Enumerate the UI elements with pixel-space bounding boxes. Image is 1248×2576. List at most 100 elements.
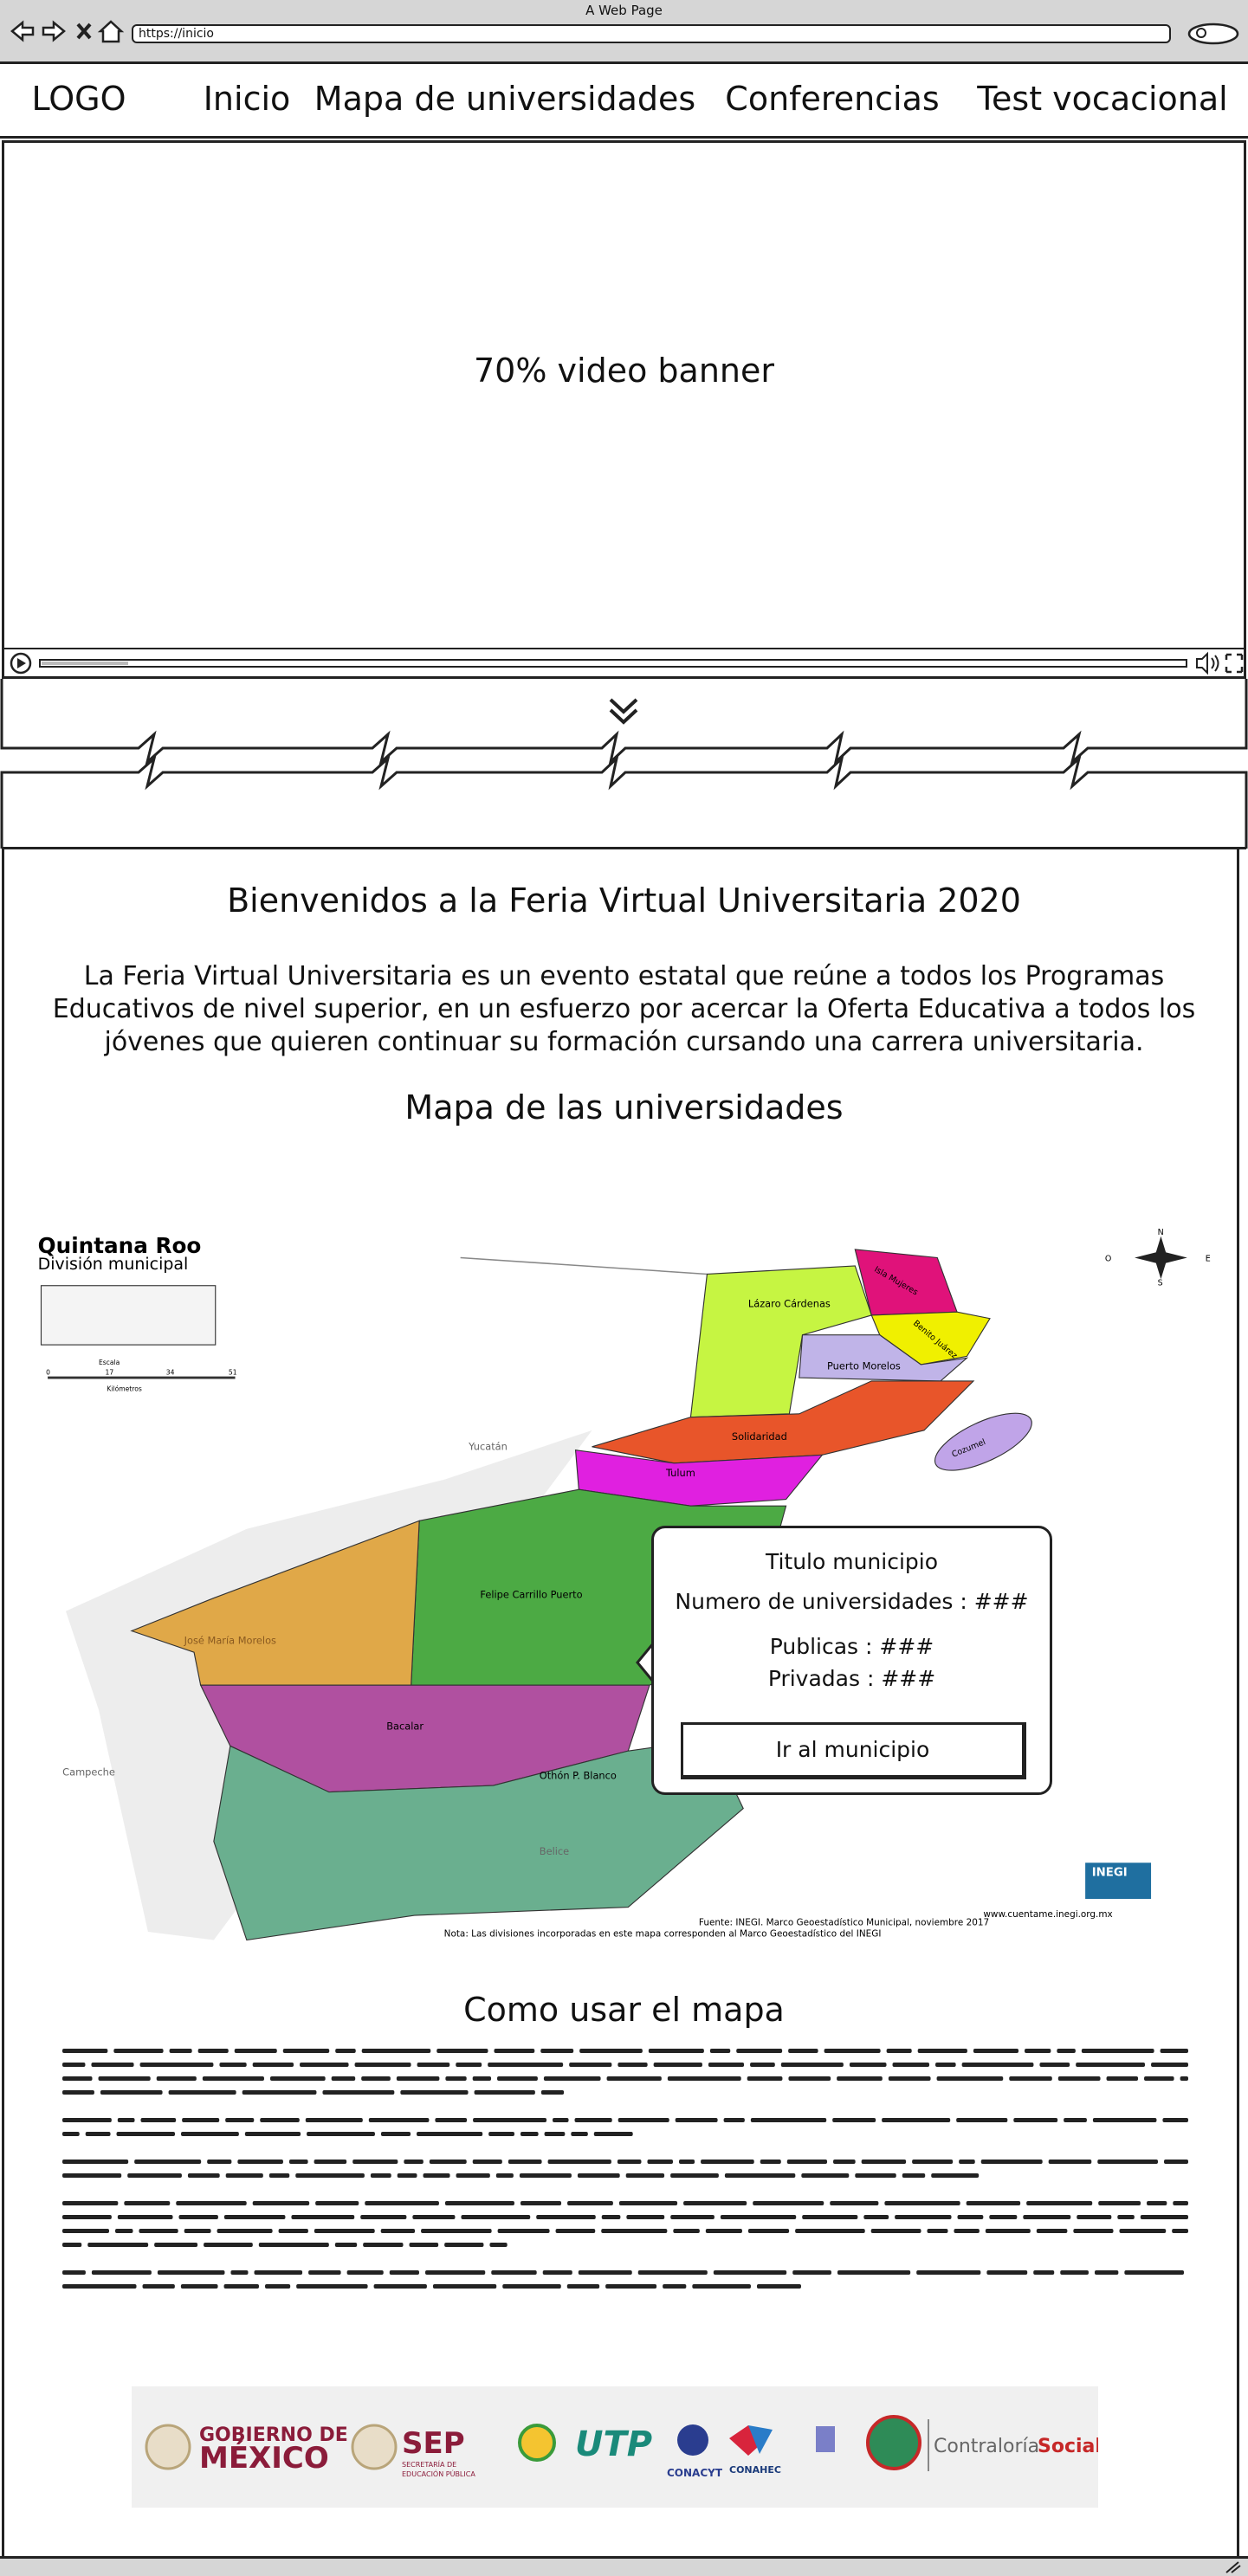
welcome-title: Bienvenidos a la Feria Virtual Universit…	[227, 881, 1021, 920]
scribble-word	[837, 2270, 911, 2275]
scale-unit: Kilómetros	[107, 1385, 141, 1392]
scribble-word	[1160, 2049, 1188, 2053]
scribble-word	[578, 2270, 632, 2275]
scribble-word	[760, 2160, 781, 2164]
scribble-word	[1023, 2215, 1071, 2219]
scribble-word	[380, 2132, 411, 2136]
scribble-word	[291, 2215, 355, 2219]
logo-text: CONAHEC	[729, 2464, 781, 2476]
logo-text: CONACYT	[667, 2467, 723, 2479]
progress-track[interactable]	[39, 659, 1187, 668]
scribble-word	[444, 2201, 514, 2205]
scribble-word	[1025, 2049, 1051, 2053]
scribble-word	[618, 2063, 648, 2067]
scribble-word	[436, 2049, 488, 2053]
stop-button[interactable]	[76, 23, 92, 40]
scribble-word	[322, 2090, 395, 2095]
scribble-word	[670, 2215, 715, 2219]
municipality[interactable]	[213, 1739, 744, 1941]
scribble-word	[788, 2076, 831, 2081]
forward-button[interactable]	[42, 20, 66, 42]
nav-link[interactable]: Inicio	[203, 80, 291, 118]
scribble-word	[157, 2270, 225, 2275]
scribble-word	[705, 2229, 742, 2233]
scribble-word	[966, 2201, 1021, 2205]
volume-button[interactable]	[1196, 651, 1208, 675]
scribble-word	[801, 2173, 850, 2178]
scribble-word	[786, 2160, 828, 2164]
scribble-word	[1172, 2229, 1188, 2233]
scribble-word	[1057, 2049, 1076, 2053]
scribble-word	[601, 2229, 668, 2233]
scribble-word	[617, 2160, 642, 2164]
url-field[interactable]: https://inicio	[132, 24, 1171, 43]
logo-text: UTP	[575, 2424, 652, 2464]
scribble-word	[720, 2215, 797, 2219]
scribble-word	[747, 2076, 783, 2081]
nav-link[interactable]: Mapa de universidades	[314, 80, 696, 118]
home-button[interactable]	[97, 20, 125, 43]
logo[interactable]: LOGO	[31, 80, 126, 118]
scribble-word	[62, 2076, 93, 2081]
scale-tick-label: 17	[106, 1368, 114, 1376]
municipality[interactable]	[928, 1402, 1039, 1482]
municipality[interactable]	[799, 1334, 969, 1382]
logo-text: GOBIERNO DE	[199, 2424, 348, 2446]
municipality-label: Othón P. Blanco	[540, 1769, 617, 1781]
neighbor-label: Belice	[540, 1845, 569, 1857]
logo-text: Social	[1038, 2436, 1098, 2457]
scribble-word	[360, 2215, 407, 2219]
scribble-word	[648, 2049, 704, 2053]
popup-private: Privadas : ###	[767, 1666, 936, 1691]
scroll-chevron[interactable]	[609, 698, 638, 725]
banner-label: 70% video banner	[474, 352, 774, 390]
scribble-word	[986, 2270, 1028, 2275]
nav-link[interactable]: Test vocacional	[977, 80, 1228, 118]
scribble-word	[400, 2090, 469, 2095]
popup-button[interactable]: Ir al municipio	[681, 1722, 1026, 1779]
scribble-word	[370, 2173, 391, 2178]
scribble-word	[62, 2243, 82, 2247]
scribble-word	[502, 2284, 561, 2289]
scribble-word	[1147, 2201, 1167, 2205]
scribble-word	[139, 2229, 178, 2233]
fullscreen-button[interactable]	[1225, 653, 1244, 674]
content-frame	[2, 847, 1239, 2556]
scribble-word	[389, 2270, 419, 2275]
compass-label: O	[1105, 1254, 1111, 1263]
search-field[interactable]	[1187, 21, 1240, 47]
scribble-word	[435, 2118, 468, 2122]
scribble-word	[747, 2229, 790, 2233]
video-banner[interactable]	[2, 140, 1246, 679]
scribble-word	[536, 2215, 596, 2219]
scribble-word	[708, 2063, 745, 2067]
scribble-word	[989, 2215, 1018, 2219]
scribble-word	[1026, 2201, 1093, 2205]
scribble-word	[91, 2270, 152, 2275]
nav-link[interactable]: Conferencias	[725, 80, 940, 118]
back-button[interactable]	[10, 20, 35, 42]
scale-tick-label: 0	[46, 1368, 50, 1376]
scribble-word	[886, 2049, 912, 2053]
scribble-word	[895, 2215, 952, 2219]
logo-text: MÉXICO	[199, 2440, 329, 2476]
scribble-word	[417, 2063, 450, 2067]
scribble-word	[1057, 2076, 1101, 2081]
scribble-word	[555, 2229, 596, 2233]
scribble-word	[488, 2132, 514, 2136]
scribble-word	[404, 2160, 424, 2164]
neighbor-label: Yucatán	[468, 1441, 508, 1453]
municipality-label: Bacalar	[386, 1720, 424, 1732]
municipality[interactable]	[592, 1380, 975, 1464]
scribble-word	[225, 2173, 263, 2178]
neighbor-label: Campeche	[62, 1766, 115, 1779]
compass-rose	[1135, 1236, 1187, 1280]
scribble-word	[567, 2201, 613, 2205]
scribble-word	[197, 2049, 229, 2053]
scribble-word	[1013, 2118, 1058, 2122]
scribble-word	[346, 2270, 384, 2275]
scribble-word	[223, 2284, 260, 2289]
logo-text: SECRETARÍA DE	[402, 2459, 456, 2469]
scribble-word	[62, 2215, 112, 2219]
scribble-word	[1144, 2076, 1174, 2081]
